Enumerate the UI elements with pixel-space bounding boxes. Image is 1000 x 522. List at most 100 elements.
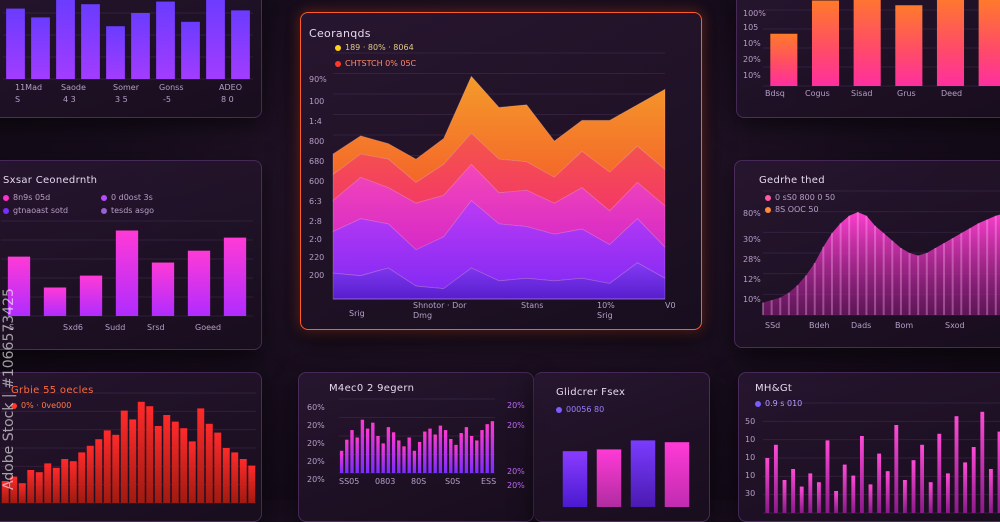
bottom-left-bar-25 (214, 432, 222, 503)
top-right-bar-5 (978, 0, 1000, 87)
main-legend-0: 189 · 80% · 8064 (335, 43, 414, 52)
bottom-mid-bar-9 (386, 427, 391, 473)
bottom-left-bar-17 (146, 406, 154, 503)
bottom-mid-title: M4ec0 2 9egern (329, 383, 415, 394)
top-left-xtick-2: Somer (113, 83, 139, 92)
bottom-mid-bar-6 (371, 422, 375, 473)
bottom-mid-bar-10 (391, 432, 396, 473)
bottom-left-bar-10 (86, 445, 94, 503)
right-mid-panel: Gedrhe thed 0 sS0 800 0 50 8S OOC 50 80%… (734, 160, 1000, 348)
left-mid-bar-3 (115, 230, 139, 316)
bottom-right-bar-0 (765, 458, 770, 513)
bottom-right-ytick-2: 10 (745, 453, 756, 462)
bottom-left-bar-16 (137, 401, 145, 503)
bottom-right-bar-19 (928, 482, 933, 513)
left-mid-legend-1: 0 d0ost 3s (101, 193, 153, 202)
bottom-right-small-bar-3 (664, 442, 690, 507)
bottom-right-bar-8 (834, 491, 839, 513)
top-left-bar-5 (131, 13, 150, 79)
left-mid-panel: Sxsar Ceonedrnth 8n9s 05d 0 d0ost 3s gtn… (0, 160, 262, 350)
bottom-mid-ytick-1: 20% (307, 421, 325, 430)
main-title: Ceoranqds (309, 27, 371, 40)
bottom-mid-bar-15 (417, 441, 422, 473)
bottom-right-bar-1 (773, 444, 778, 513)
top-right-bars-svg (763, 0, 1000, 87)
bottom-right-small-legend: 00056 80 (556, 405, 604, 414)
top-left-bar-1 (31, 17, 50, 79)
bottom-right-legend: 0.9 s 010 (755, 399, 802, 408)
left-mid-bar-5 (187, 250, 211, 316)
main-ytick-2: 1:4 (309, 117, 322, 126)
bottom-left-bar-7 (61, 459, 69, 503)
bottom-mid-ytick-0: 60% (307, 403, 325, 412)
left-mid-xtick-0: S (9, 323, 15, 332)
bottom-left-bar-20 (171, 421, 179, 503)
bottom-mid-bar-22 (454, 444, 458, 473)
main-xtick-5: Srig (597, 311, 613, 320)
bottom-right-bar-6 (816, 482, 821, 513)
bottom-mid-bar-23 (459, 433, 463, 473)
bottom-mid-xtick-2: 80S (411, 477, 427, 486)
bottom-mid-yright-0: 20% (507, 401, 525, 410)
top-left-bar-2 (56, 0, 75, 79)
bottom-left-legend: 0% · 0ve000 (11, 401, 71, 410)
bottom-mid-bar-12 (402, 446, 406, 473)
bottom-left-panel: Grbie 55 oecles 0% · 0ve000 (0, 372, 262, 522)
bottom-mid-bar-11 (397, 440, 401, 473)
top-right-bar-4 (936, 0, 965, 86)
left-mid-bar-0 (7, 256, 31, 316)
bottom-right-small-title: Glidcrer Fsex (556, 387, 626, 398)
left-mid-legend-3: tesds asgo (101, 206, 154, 215)
right-mid-xtick-3: Bom (895, 321, 914, 330)
bottom-mid-ytick-3: 20% (307, 457, 325, 466)
bottom-left-bar-9 (78, 452, 86, 503)
bottom-mid-bars-svg (339, 398, 495, 474)
left-mid-bar-1 (43, 287, 67, 316)
bottom-right-small-bars-svg (562, 440, 690, 507)
bottom-left-bar-1 (10, 476, 18, 503)
top-right-bar-0 (770, 33, 798, 86)
bottom-right-bar-10 (851, 475, 856, 513)
top-left-xtick-1: Saode (61, 83, 86, 92)
bottom-right-bar-23 (963, 462, 968, 513)
top-left-bar-6 (156, 1, 175, 80)
main-ytick-1: 100 (309, 97, 325, 106)
bottom-left-bar-11 (95, 439, 103, 503)
right-mid-title: Gedrhe thed (759, 175, 825, 186)
top-right-bar-1 (811, 0, 840, 86)
top-right-bar-2 (853, 0, 881, 86)
right-mid-ytick-4: 10% (743, 295, 761, 304)
left-mid-bar-2 (79, 275, 103, 316)
main-xtick-4: 10% (597, 301, 615, 310)
top-right-ytick-0: 100% (743, 9, 766, 18)
main-xtick-0: Srig (349, 309, 365, 318)
bottom-right-bar-12 (868, 484, 873, 513)
bottom-left-bar-4 (35, 472, 43, 503)
bottom-mid-ytick-2: 20% (307, 439, 325, 448)
right-mid-xtick-1: Bdeh (809, 321, 830, 330)
bottom-right-bar-16 (902, 480, 907, 513)
right-mid-area-svg (762, 190, 1000, 316)
top-left-bars-svg (3, 0, 253, 80)
bottom-left-bar-19 (163, 415, 171, 503)
bottom-mid-bar-29 (490, 421, 495, 473)
bottom-mid-bar-26 (475, 440, 479, 473)
bottom-mid-bar-3 (355, 437, 359, 473)
bottom-mid-bar-13 (407, 437, 411, 473)
bottom-right-bar-17 (911, 460, 916, 513)
top-right-xtick-0: Bdsq (765, 89, 785, 98)
right-mid-ytick-2: 28% (743, 255, 761, 264)
bottom-left-bar-12 (103, 430, 111, 503)
bottom-right-small-panel: Glidcrer Fsex 00056 80 (534, 372, 710, 522)
left-mid-legend-0: 8n9s 05d (3, 193, 50, 202)
top-left-bar-0 (6, 8, 25, 80)
right-mid-ytick-3: 12% (743, 275, 761, 284)
stock-watermark: Adobe Stock | #1066573425 (1, 288, 17, 490)
left-mid-title: Sxsar Ceonedrnth (3, 175, 98, 186)
right-mid-legend-0: 0 sS0 800 0 50 (765, 193, 835, 202)
main-ytick-9: 220 (309, 253, 325, 262)
top-right-panel: 100% 105 10% 20% 10% Bdsq Cogus Sisad Gr… (736, 0, 1000, 118)
bottom-left-bar-6 (52, 467, 60, 503)
main-xtick-end: V0 (665, 301, 676, 310)
top-right-xtick-2: Sisad (851, 89, 873, 98)
